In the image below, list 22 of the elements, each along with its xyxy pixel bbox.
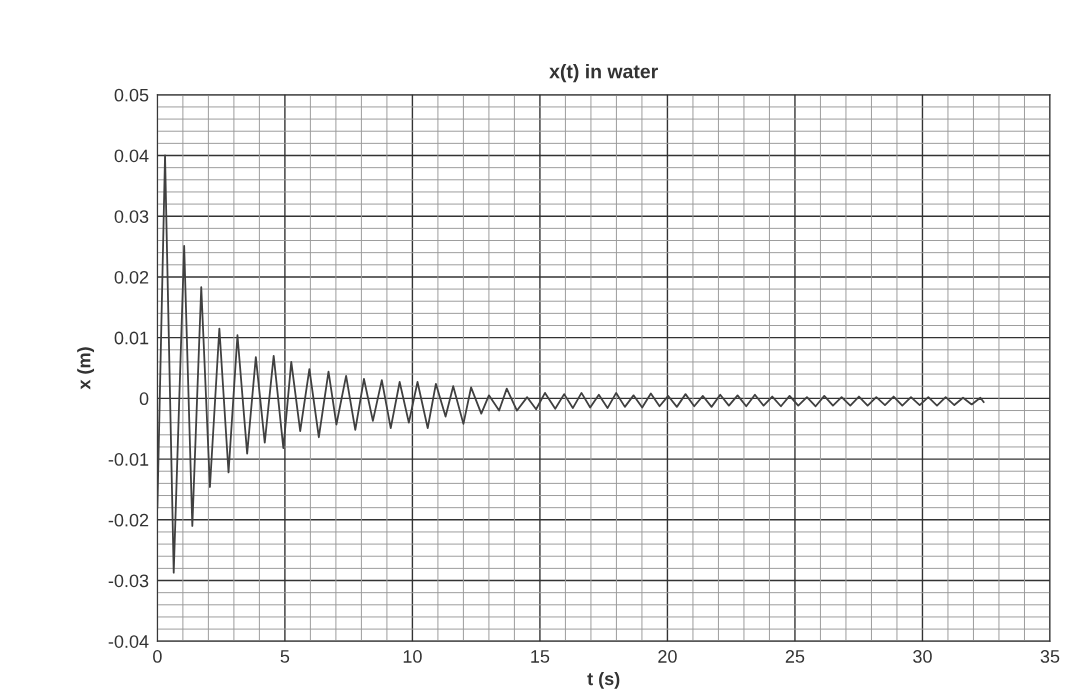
y-axis-title: x (m) <box>77 347 95 390</box>
x-tick-label: 10 <box>403 650 422 663</box>
x-tick-label: 20 <box>658 650 677 663</box>
y-tick-label: 0.02 <box>114 270 149 284</box>
x-tick-label: 15 <box>531 650 550 663</box>
x-tick-label: 5 <box>280 650 290 663</box>
y-tick-label: 0.03 <box>114 210 149 223</box>
x-axis-title: t (s) <box>587 671 620 689</box>
y-tick-label: 0.05 <box>114 88 149 102</box>
line-series <box>157 154 985 574</box>
chart-title: x(t) in water <box>549 64 658 83</box>
y-tick-label: 0.04 <box>114 149 149 163</box>
x-tick-label: 35 <box>1040 650 1060 663</box>
x-tick-label: 25 <box>785 650 805 663</box>
x-tick-label: 0 <box>153 650 162 663</box>
y-tick-label: -0.04 <box>108 635 149 648</box>
y-tick-label: 0 <box>139 392 149 406</box>
y-tick-label: 0.01 <box>114 331 149 345</box>
x-tick-label: 30 <box>913 650 932 663</box>
y-tick-label: -0.02 <box>108 513 149 527</box>
y-tick-label: -0.01 <box>108 453 149 466</box>
y-tick-label: -0.03 <box>108 574 149 588</box>
